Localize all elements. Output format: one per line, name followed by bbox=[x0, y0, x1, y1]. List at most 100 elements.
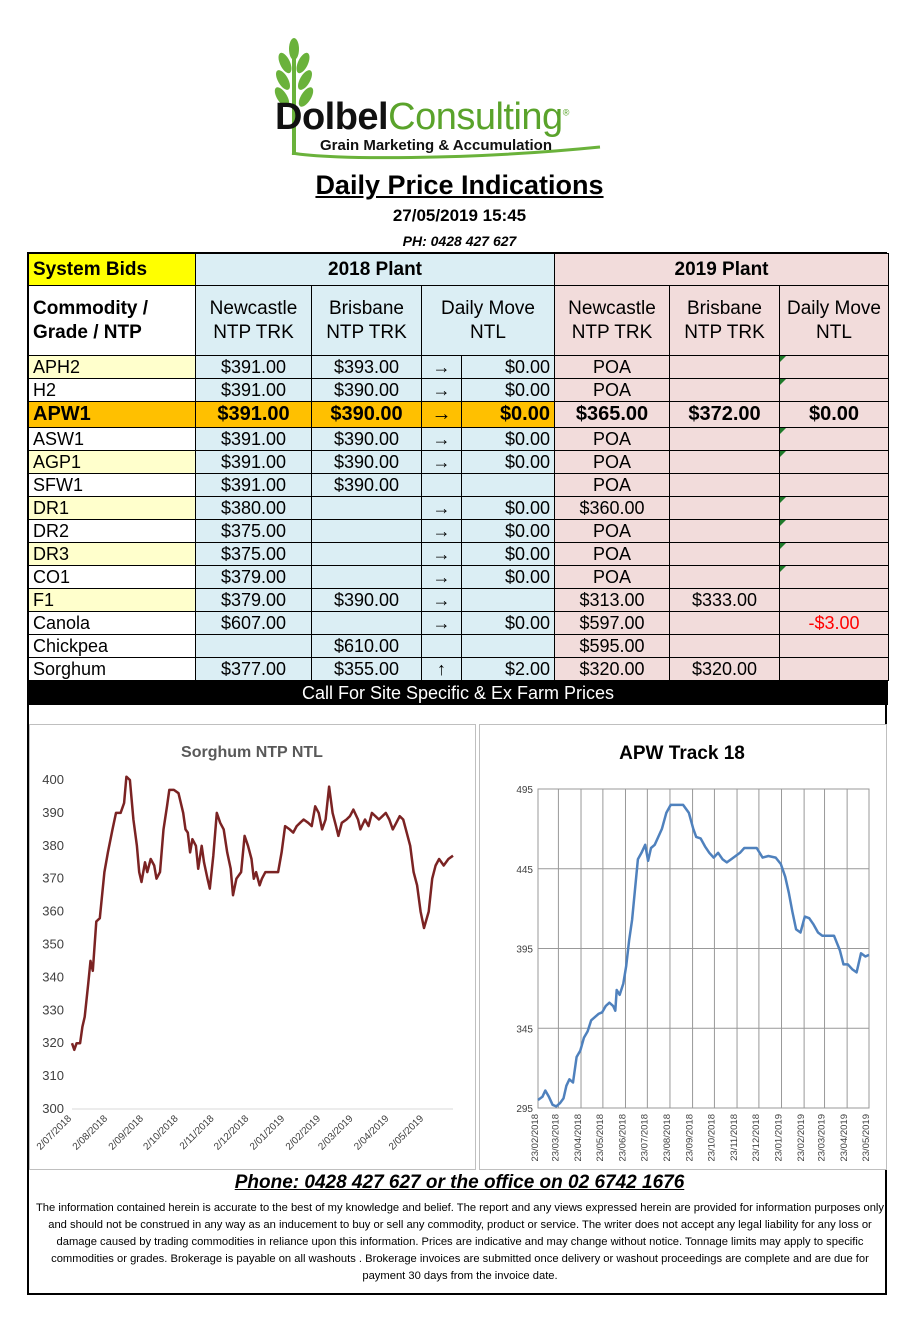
daily-move-2018-value: $0.00 bbox=[461, 401, 555, 428]
header-phone: PH: 0428 427 627 bbox=[402, 233, 517, 249]
footer-phone: Phone: 0428 427 627 or the office on 02 … bbox=[234, 1172, 685, 1193]
newcastle-2018-price: $375.00 bbox=[195, 519, 312, 543]
x-tick-label: 2/01/2019 bbox=[248, 1113, 288, 1153]
brisbane-2019-price bbox=[669, 427, 780, 451]
commodity-name: AGP1 bbox=[28, 450, 196, 474]
newcastle-2019-price: $360.00 bbox=[554, 496, 670, 520]
chart-title: APW Track 18 bbox=[619, 743, 745, 764]
daily-move-2019-header: Daily Move NTL bbox=[778, 285, 890, 356]
x-tick-label: 23/04/2019 bbox=[839, 1114, 850, 1162]
daily-move-2018-value: $0.00 bbox=[461, 542, 555, 566]
daily-move-2019-value bbox=[778, 450, 890, 474]
x-tick-label: 2/11/2018 bbox=[178, 1113, 217, 1152]
x-tick-label: 23/07/2018 bbox=[639, 1114, 650, 1162]
series-line bbox=[537, 803, 870, 1108]
daily-move-2018-value bbox=[461, 473, 555, 497]
plant-2018-header: 2018 Plant bbox=[195, 253, 555, 286]
newcastle-2018-price: $391.00 bbox=[195, 427, 312, 451]
move-arrow-icon: → bbox=[421, 355, 462, 379]
sorghum-chart: Sorghum NTP NTL 300 310 320 330 340 350 360 370 3… bbox=[29, 724, 476, 1170]
daily-move-2019-value bbox=[778, 542, 890, 566]
brisbane-2018-price bbox=[311, 519, 422, 543]
brisbane-2018-price: $390.00 bbox=[311, 473, 422, 497]
move-arrow-icon: → bbox=[421, 565, 462, 589]
newcastle-2018-price bbox=[195, 634, 312, 658]
newcastle-2019-price: POA bbox=[554, 427, 670, 451]
y-tick-label: 300 bbox=[42, 1101, 64, 1116]
company-name: DolbelConsulting® bbox=[275, 96, 569, 138]
x-tick-label: 2/05/2019 bbox=[387, 1113, 427, 1153]
x-tick-label: 23/04/2018 bbox=[573, 1114, 584, 1162]
brisbane-2019-price bbox=[669, 473, 780, 497]
x-tick-label: 23/05/2018 bbox=[595, 1114, 606, 1162]
newcastle-2019-price: POA bbox=[554, 519, 670, 543]
brisbane-2019-header: Brisbane NTP TRK bbox=[669, 285, 780, 356]
brisbane-2019-price bbox=[669, 355, 780, 379]
table-row: ASW1 $391.00 $390.00 → $0.00 POA bbox=[28, 427, 890, 451]
y-tick-label: 340 bbox=[42, 969, 64, 984]
brisbane-2018-price: $390.00 bbox=[311, 450, 422, 474]
table-row: APH2 $391.00 $393.00 → $0.00 POA bbox=[28, 355, 890, 379]
commodity-name: ASW1 bbox=[28, 427, 196, 451]
daily-move-2019-value bbox=[778, 565, 890, 589]
x-tick-label: 23/11/2018 bbox=[729, 1114, 740, 1161]
table-row: Chickpea $610.00 $595.00 bbox=[28, 634, 890, 658]
brisbane-2019-price bbox=[669, 634, 780, 658]
commodity-name: F1 bbox=[28, 588, 196, 612]
daily-move-2019-value bbox=[778, 519, 890, 543]
newcastle-2019-price: $313.00 bbox=[554, 588, 670, 612]
newcastle-2018-price: $375.00 bbox=[195, 542, 312, 566]
commodity-header: Commodity / Grade / NTP bbox=[28, 285, 196, 356]
report-datetime: 27/05/2019 15:45 bbox=[392, 206, 527, 225]
table-row: DR3 $375.00 → $0.00 POA bbox=[28, 542, 890, 566]
table-row: F1 $379.00 $390.00 → $313.00 $333.00 bbox=[28, 588, 890, 612]
daily-move-2018-value: $0.00 bbox=[461, 565, 555, 589]
brisbane-2019-price: $320.00 bbox=[669, 657, 780, 681]
brisbane-2018-price: $390.00 bbox=[311, 427, 422, 451]
brisbane-2019-price: $333.00 bbox=[669, 588, 780, 612]
brisbane-2018-price bbox=[311, 565, 422, 589]
commodity-name: APW1 bbox=[28, 401, 196, 428]
newcastle-2018-price: $607.00 bbox=[195, 611, 312, 635]
x-tick-label: 23/03/2018 bbox=[550, 1114, 561, 1162]
table-row: DR1 $380.00 → $0.00 $360.00 bbox=[28, 496, 890, 520]
newcastle-2019-price: POA bbox=[554, 542, 670, 566]
table-row: APW1 $391.00 $390.00 → $0.00 $365.00 $372.00 $0… bbox=[28, 401, 890, 428]
x-tick-label: 2/10/2018 bbox=[141, 1113, 181, 1153]
newcastle-2019-price: $320.00 bbox=[554, 657, 670, 681]
move-arrow-icon: → bbox=[421, 519, 462, 543]
move-arrow-icon: → bbox=[421, 378, 462, 402]
table-row: SFW1 $391.00 $390.00 POA bbox=[28, 473, 890, 497]
series-line bbox=[70, 775, 454, 1052]
brisbane-2018-price bbox=[311, 611, 422, 635]
x-tick-label: 2/04/2019 bbox=[352, 1113, 392, 1153]
daily-move-2018-value bbox=[461, 634, 555, 658]
daily-move-2018-value: $0.00 bbox=[461, 611, 555, 635]
brisbane-2018-price bbox=[311, 496, 422, 520]
x-tick-label: 23/01/2019 bbox=[774, 1114, 785, 1162]
daily-move-2018-value: $0.00 bbox=[461, 355, 555, 379]
y-tick-label: 495 bbox=[516, 785, 533, 796]
page-title: Daily Price Indications bbox=[315, 170, 604, 200]
newcastle-2019-price: POA bbox=[554, 450, 670, 474]
move-arrow-icon: → bbox=[421, 496, 462, 520]
y-tick-label: 390 bbox=[42, 805, 64, 820]
daily-move-2018-header: Daily Move NTL bbox=[421, 285, 555, 356]
daily-move-2019-value bbox=[778, 427, 890, 451]
daily-move-2018-value bbox=[461, 588, 555, 612]
table-row: DR2 $375.00 → $0.00 POA bbox=[28, 519, 890, 543]
brisbane-2019-price bbox=[669, 542, 780, 566]
x-tick-label: 23/05/2019 bbox=[861, 1114, 872, 1162]
move-arrow-icon: → bbox=[421, 588, 462, 612]
commodity-name: DR3 bbox=[28, 542, 196, 566]
company-tagline: Grain Marketing & Accumulation bbox=[320, 137, 552, 154]
x-tick-label: 2/03/2019 bbox=[316, 1113, 356, 1153]
x-tick-label: 23/03/2019 bbox=[817, 1114, 828, 1162]
newcastle-2019-price: POA bbox=[554, 378, 670, 402]
daily-move-2019-value bbox=[778, 657, 890, 681]
brisbane-2018-price: $393.00 bbox=[311, 355, 422, 379]
y-tick-label: 310 bbox=[42, 1068, 64, 1083]
y-tick-label: 400 bbox=[42, 772, 64, 787]
daily-move-2019-value bbox=[778, 588, 890, 612]
y-tick-label: 295 bbox=[516, 1104, 533, 1115]
